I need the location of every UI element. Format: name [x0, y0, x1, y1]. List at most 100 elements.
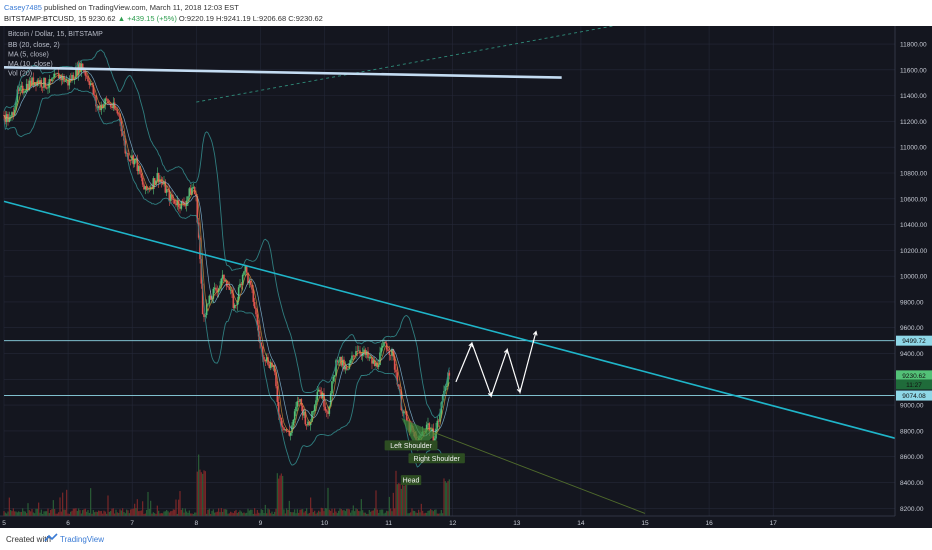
- volume-bar: [390, 508, 392, 516]
- volume-bar: [372, 510, 374, 516]
- projection-arrowhead: [503, 348, 509, 354]
- volume-bar: [358, 510, 360, 516]
- candle-body: [139, 166, 141, 174]
- volume-bar: [343, 509, 345, 516]
- volume-bar: [63, 509, 65, 516]
- volume-bar: [398, 483, 400, 516]
- volume-bar: [410, 512, 412, 516]
- annotation-label: Left Shoulder: [390, 443, 432, 450]
- y-tick-label: 8200.00: [900, 506, 924, 513]
- candle-body: [145, 186, 148, 190]
- volume-bar: [324, 508, 326, 516]
- published-text: published on TradingView.com, March 11, …: [44, 3, 239, 12]
- volume-bar: [118, 513, 120, 516]
- dashed-channel-line[interactable]: [196, 26, 614, 103]
- pattern-triangle: [401, 418, 437, 452]
- candle-body: [367, 351, 369, 358]
- volume-bar: [154, 513, 156, 516]
- volume-bar: [351, 510, 353, 516]
- chart-area[interactable]: 9499.72 9074.08 Left Shoulder Right Shoulde…: [0, 26, 932, 528]
- volume-bar: [40, 509, 42, 516]
- candle-body: [445, 386, 448, 388]
- x-tick-label: 10: [321, 520, 329, 527]
- volume-bar: [82, 510, 84, 516]
- volume-bar: [162, 513, 164, 516]
- candle-body: [56, 72, 59, 74]
- volume-bar: [103, 510, 105, 516]
- candle-body: [287, 431, 289, 433]
- volume-bar: [15, 511, 17, 516]
- candle-body: [152, 178, 155, 189]
- candle-body: [117, 113, 120, 115]
- candle-body: [244, 266, 247, 272]
- candle-body: [5, 114, 8, 122]
- volume-bar: [150, 500, 152, 516]
- candle-body: [160, 179, 163, 182]
- volume-bar: [191, 513, 193, 516]
- volume-bar: [316, 512, 318, 516]
- volume-bar: [444, 481, 446, 516]
- volume-bar: [279, 475, 281, 516]
- volume-bar: [26, 513, 28, 516]
- volume-bar: [182, 508, 184, 516]
- author-link[interactable]: Casey7485: [4, 3, 42, 12]
- candle-body: [23, 92, 25, 94]
- volume-bar: [90, 488, 92, 516]
- y-tick-label: 11200.00: [900, 119, 927, 126]
- tradingview-link[interactable]: TradingView: [60, 535, 105, 544]
- candle-body: [267, 357, 269, 365]
- volume-bar: [254, 508, 256, 516]
- volume-bar: [387, 511, 389, 516]
- volume-bar: [248, 510, 250, 516]
- volume-bar: [288, 500, 290, 516]
- volume-bar: [384, 512, 386, 516]
- volume-bar: [127, 510, 129, 516]
- volume-bar: [422, 510, 424, 516]
- volume-bar: [411, 508, 413, 516]
- candle-body: [333, 375, 336, 377]
- volume-bar: [84, 508, 86, 516]
- volume-bar: [138, 511, 140, 516]
- top-resistance-line[interactable]: [3, 65, 562, 79]
- level-price-tag: [896, 390, 932, 401]
- volume-bar: [56, 513, 58, 516]
- candle-body: [219, 285, 221, 289]
- candle-body: [405, 411, 408, 421]
- volume-bar: [22, 508, 24, 516]
- volume-bar: [27, 503, 29, 516]
- volume-bar: [355, 508, 357, 516]
- candle-body: [245, 266, 248, 273]
- volume-bar: [260, 509, 262, 516]
- volume-bar: [136, 499, 138, 516]
- level-price-tag: [896, 335, 932, 346]
- candle-body: [439, 414, 441, 422]
- volume-bar: [190, 513, 192, 516]
- descending-trendline[interactable]: [3, 200, 902, 441]
- volume-bar: [335, 511, 337, 516]
- candle-body: [181, 200, 184, 202]
- candle-body: [140, 173, 143, 178]
- candle-body: [36, 80, 39, 86]
- volume-bar: [94, 512, 96, 516]
- candle-body: [337, 361, 340, 363]
- price-chart[interactable]: 9499.72 9074.08 Left Shoulder Right Shoulde…: [0, 26, 932, 528]
- volume-bar: [51, 509, 53, 516]
- candle-body: [192, 187, 195, 188]
- volume-bar: [96, 511, 98, 516]
- volume-bar: [92, 510, 94, 516]
- volume-bar: [134, 503, 136, 516]
- candle-body: [8, 117, 11, 122]
- annotation-label: Head: [403, 478, 420, 485]
- neckline-projection-line[interactable]: [436, 433, 646, 514]
- candle-body: [104, 98, 107, 104]
- ma5-line: [3, 67, 450, 440]
- volume-bar: [48, 513, 50, 516]
- volume-bar: [338, 510, 340, 516]
- candle-body: [315, 400, 317, 406]
- volume-bar: [354, 511, 356, 516]
- volume-bar: [336, 513, 338, 516]
- volume-bar: [46, 511, 48, 516]
- candle-body: [341, 359, 344, 366]
- candle-body: [261, 346, 264, 357]
- candle-body: [293, 411, 296, 420]
